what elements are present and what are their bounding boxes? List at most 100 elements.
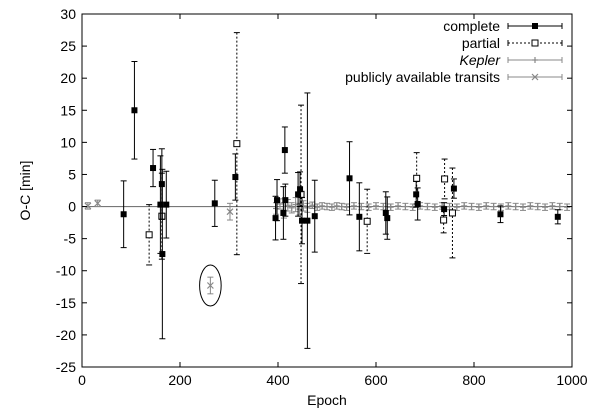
y-tick-label: 30 — [60, 6, 76, 22]
data-point — [299, 217, 306, 224]
data-point — [413, 191, 420, 198]
data-point — [346, 175, 353, 182]
data-point — [556, 203, 563, 210]
data-point — [512, 203, 519, 210]
data-point — [281, 147, 288, 154]
y-tick-label: 15 — [60, 102, 76, 118]
series-complete — [120, 60, 561, 349]
highlight-circle — [199, 264, 222, 307]
data-point — [324, 203, 330, 210]
data-point — [311, 213, 318, 220]
legend-sample-marker — [532, 57, 538, 63]
data-point — [272, 215, 279, 222]
data-point — [328, 204, 335, 211]
x-tick-label: 0 — [78, 372, 86, 388]
y-tick-label: 25 — [60, 38, 76, 54]
data-point — [441, 175, 449, 183]
data-point — [527, 202, 534, 209]
data-point — [131, 107, 138, 114]
y-axis-ticks: -25 -20 -15 -10 -5 0 5 10 15 20 25 30 — [56, 6, 572, 375]
data-point — [120, 211, 127, 218]
data-point — [440, 216, 448, 224]
data-point — [232, 174, 239, 181]
data-point — [520, 204, 526, 211]
data-point — [94, 199, 102, 207]
data-point — [159, 251, 166, 258]
data-point — [382, 209, 389, 216]
data-point — [356, 213, 363, 220]
data-point — [343, 204, 350, 211]
y-axis-label: O-C [min] — [17, 161, 33, 221]
data-point — [350, 202, 357, 209]
data-point — [490, 203, 497, 210]
y-tick-label: -10 — [56, 263, 76, 279]
data-point — [564, 204, 571, 211]
data-point — [384, 215, 391, 222]
data-point — [468, 203, 475, 210]
y-tick-label: 10 — [60, 134, 76, 150]
data-point — [431, 204, 438, 211]
x-tick-label: 800 — [462, 372, 486, 388]
data-point — [453, 204, 460, 211]
data-point — [233, 140, 241, 148]
data-point — [226, 208, 234, 216]
data-point — [319, 202, 326, 209]
y-tick-label: 0 — [68, 199, 76, 215]
data-point — [150, 165, 157, 172]
data-point — [450, 185, 457, 192]
series-publicly-available-transits — [84, 199, 234, 295]
data-point — [145, 231, 153, 239]
data-point — [365, 204, 372, 211]
legend-label: Kepler — [460, 52, 502, 68]
data-point — [288, 204, 295, 211]
legend-label: complete — [443, 18, 500, 34]
legend-sample-marker — [532, 23, 538, 29]
data-point — [363, 217, 371, 225]
data-point — [84, 202, 92, 210]
legend-sample-marker — [531, 39, 539, 47]
data-point — [542, 204, 549, 211]
y-tick-label: 20 — [60, 70, 76, 86]
y-tick-label: -5 — [64, 231, 77, 247]
data-point — [554, 213, 561, 220]
x-tick-label: 1000 — [556, 372, 587, 388]
legend-sample-marker — [531, 73, 539, 81]
data-point — [505, 202, 512, 209]
data-point — [295, 191, 302, 198]
data-point — [497, 211, 504, 218]
data-point — [163, 201, 170, 208]
data-point — [441, 206, 448, 213]
data-point — [448, 209, 456, 217]
y-tick-label: 5 — [68, 166, 76, 182]
data-point — [387, 204, 394, 211]
data-point — [373, 202, 379, 209]
data-point — [413, 174, 421, 182]
data-point — [280, 209, 287, 216]
data-point — [402, 203, 409, 210]
data-point — [282, 197, 289, 204]
data-point — [534, 203, 541, 210]
data-point — [483, 202, 490, 209]
data-point — [211, 200, 218, 207]
legend-label: partial — [462, 35, 500, 51]
plot-area — [81, 13, 573, 368]
x-tick-label: 200 — [168, 372, 192, 388]
data-point — [333, 202, 340, 209]
x-axis-ticks: 0 200 400 600 800 1000 — [78, 14, 588, 388]
y-tick-label: -15 — [56, 295, 76, 311]
data-point — [395, 202, 402, 209]
x-tick-label: 600 — [364, 372, 388, 388]
y-tick-label: -20 — [56, 327, 76, 343]
x-axis-label: Epoch — [307, 392, 347, 408]
data-point — [446, 203, 453, 210]
data-point — [297, 186, 304, 193]
data-point — [475, 204, 482, 211]
data-point — [274, 197, 281, 204]
y-tick-label: -25 — [56, 359, 76, 375]
data-point — [461, 202, 468, 209]
data-point — [549, 202, 556, 209]
x-tick-label: 400 — [266, 372, 290, 388]
data-point — [414, 200, 421, 207]
data-point — [338, 203, 345, 210]
